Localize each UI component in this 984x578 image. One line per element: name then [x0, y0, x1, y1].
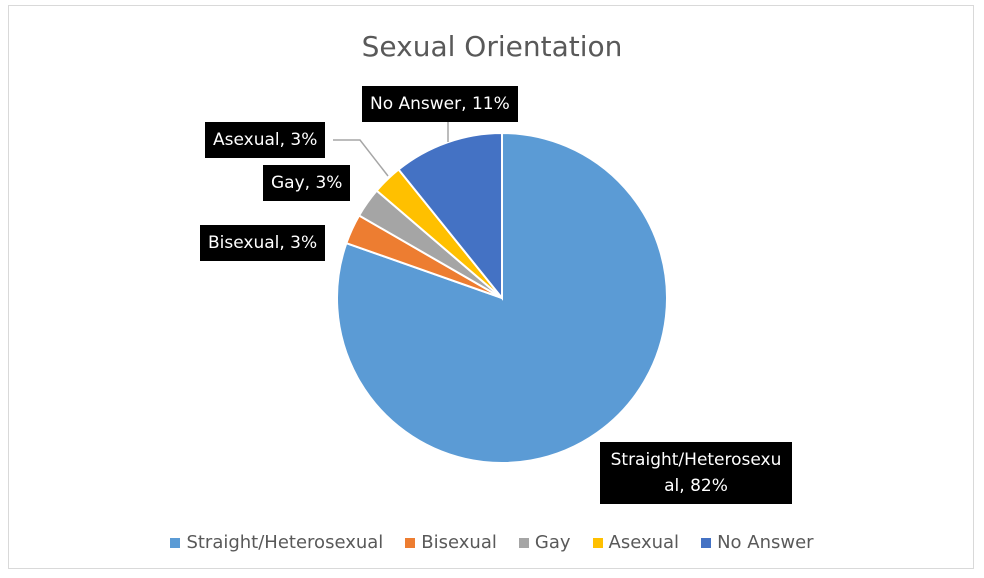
legend-swatch: [701, 537, 712, 548]
pie-slice: [397, 131, 503, 301]
data-label: Bisexual, 3%: [200, 225, 326, 261]
legend-swatch: [518, 537, 529, 548]
legend-label: Bisexual: [421, 532, 497, 553]
legend-item: Bisexual: [405, 532, 497, 553]
legend-label: No Answer: [717, 532, 814, 553]
chart-title: Sexual Orientation: [361, 30, 623, 63]
legend-swatch: [170, 537, 181, 548]
legend-swatch: [592, 537, 603, 548]
pie-slice: [336, 131, 668, 464]
data-label: Straight/Heterosexual, 82%: [600, 442, 792, 504]
data-label: Gay, 3%: [263, 165, 351, 201]
legend-item: Gay: [518, 532, 571, 553]
legend-item: Asexual: [592, 532, 680, 553]
legend-item: No Answer: [701, 532, 814, 553]
legend: Straight/Heterosexual Bisexual Gay Asexual N…: [0, 532, 984, 553]
data-label: No Answer, 11%: [362, 86, 518, 122]
legend-label: Straight/Heterosexual: [186, 532, 384, 553]
legend-swatch: [405, 537, 416, 548]
data-label: Asexual, 3%: [205, 122, 326, 158]
legend-label: Asexual: [608, 532, 680, 553]
legend-label: Gay: [534, 532, 571, 553]
chart-border: [8, 5, 974, 569]
legend-item: Straight/Heterosexual: [170, 532, 383, 553]
leader-line: [333, 139, 389, 177]
